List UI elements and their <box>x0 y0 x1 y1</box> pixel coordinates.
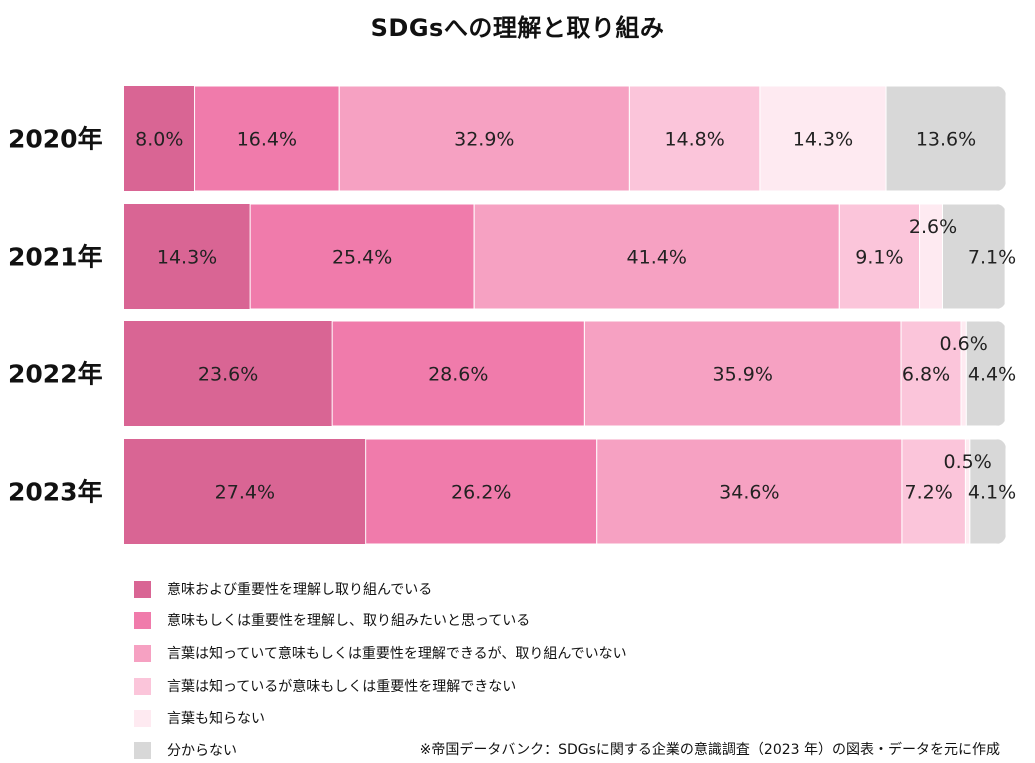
data-label: 13.6% <box>916 129 976 151</box>
data-label: 7.1% <box>968 247 1016 269</box>
legend-swatch <box>134 741 151 759</box>
bar-segment <box>249 204 475 309</box>
data-label: 6.8% <box>902 364 950 386</box>
bar-segment <box>628 86 761 191</box>
legend-label: 分からない <box>167 743 237 759</box>
data-label: 25.4% <box>332 247 392 269</box>
bar-segment <box>124 204 251 309</box>
bar-row <box>124 321 1006 426</box>
category-label: 2023年 <box>8 478 103 507</box>
data-label: 0.5% <box>943 451 991 473</box>
bar-segment <box>941 204 1006 309</box>
legend-label: 意味もしくは重要性を理解し、取り組みたいと思っている <box>167 613 531 629</box>
bar-segment <box>331 321 585 426</box>
bar-row <box>124 86 1006 191</box>
category-label: 2022年 <box>8 360 103 389</box>
data-label: 27.4% <box>215 482 275 504</box>
bar-segment <box>338 86 630 191</box>
data-label: 14.8% <box>664 129 724 151</box>
data-label: 26.2% <box>451 482 511 504</box>
data-label: 16.4% <box>237 129 297 151</box>
category-label: 2020年 <box>8 125 103 154</box>
legend-swatch <box>134 644 151 662</box>
category-label: 2021年 <box>8 243 103 272</box>
bar-segment <box>759 86 887 191</box>
data-label: 4.1% <box>968 482 1016 504</box>
legend-item: 意味もしくは重要性を理解し、取り組みたいと思っている <box>134 610 530 630</box>
legend-swatch <box>134 611 151 629</box>
bar-segment <box>583 321 902 426</box>
bar-segment-edge <box>124 439 136 544</box>
data-label: 0.6% <box>940 333 988 355</box>
data-label: 28.6% <box>428 364 488 386</box>
bar-segment <box>838 204 921 309</box>
data-label: 8.0% <box>135 129 183 151</box>
legend-label: 言葉は知っているが意味もしくは重要性を理解できない <box>167 679 517 695</box>
data-label: 32.9% <box>454 129 514 151</box>
source-note: ※帝国データバンク：SDGsに関する企業の意識調査（2023 年）の図表・データ… <box>419 742 1000 758</box>
bar-segment <box>969 439 1006 544</box>
legend-item: 言葉は知っていて意味もしくは重要性を理解できるが、取り組んでいない <box>134 643 627 663</box>
bar-row <box>124 439 1006 544</box>
bar-segment-edge <box>124 204 136 309</box>
bar-segment <box>596 439 903 544</box>
data-label: 7.2% <box>905 482 953 504</box>
legend-label: 言葉は知っていて意味もしくは重要性を理解できるが、取り組んでいない <box>167 646 627 662</box>
legend-swatch <box>134 709 151 727</box>
data-label: 14.3% <box>157 247 217 269</box>
bar-segment <box>124 321 333 426</box>
data-label: 35.9% <box>713 364 773 386</box>
legend-label: 言葉も知らない <box>167 711 265 727</box>
legend-item: 言葉も知らない <box>134 708 265 728</box>
bar-segment <box>901 439 966 544</box>
bar-segment <box>965 321 1006 426</box>
legend-swatch <box>134 677 151 695</box>
legend-label: 意味および重要性を理解し取り組んでいる <box>167 582 433 598</box>
legend-swatch <box>134 580 151 598</box>
data-label: 41.4% <box>627 247 687 269</box>
bar-segment-edge <box>124 86 136 191</box>
bar-segment <box>124 439 366 544</box>
chart-title: SDGsへの理解と取り組み <box>370 14 665 42</box>
data-label: 14.3% <box>793 129 853 151</box>
bar-segment-edge <box>124 321 136 426</box>
bar-segment <box>885 86 1006 191</box>
bar-segment <box>194 86 340 191</box>
bar-segment <box>473 204 840 309</box>
legend-item: 分からない <box>134 740 237 760</box>
data-label: 4.4% <box>968 364 1016 386</box>
data-label: 23.6% <box>198 364 258 386</box>
legend-item: 言葉は知っているが意味もしくは重要性を理解できない <box>134 676 516 696</box>
data-label: 34.6% <box>719 482 779 504</box>
bar-row <box>124 204 1006 309</box>
data-label: 2.6% <box>909 216 957 238</box>
data-label: 9.1% <box>855 247 903 269</box>
legend-item: 意味および重要性を理解し取り組んでいる <box>134 579 432 599</box>
